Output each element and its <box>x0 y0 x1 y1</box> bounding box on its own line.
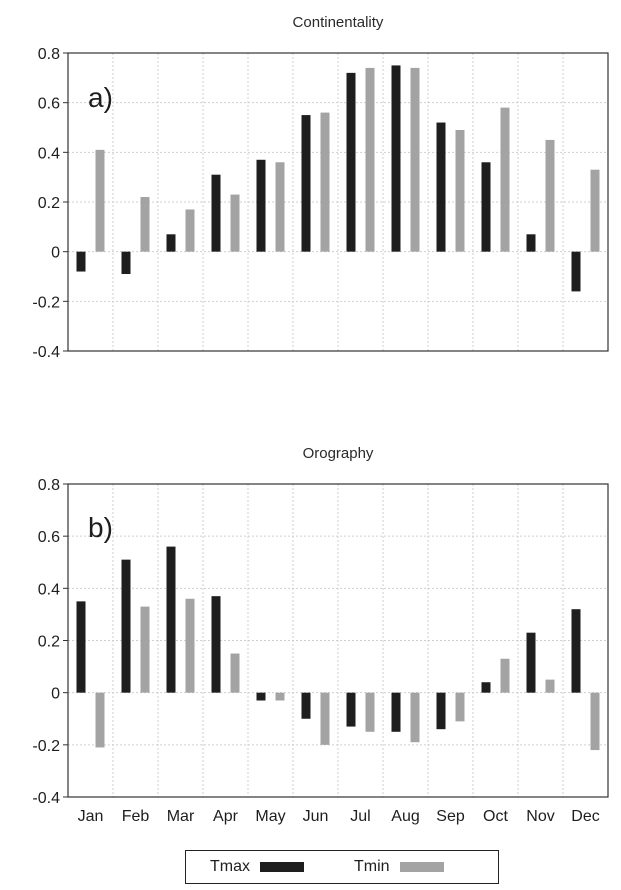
bar-tmin-may <box>275 162 285 252</box>
x-tick-label: Nov <box>526 808 554 825</box>
y-tick-label: 0.4 <box>38 145 60 162</box>
panel-label-b: b) <box>88 512 113 543</box>
y-tick-label: 0.2 <box>38 195 60 212</box>
bar-tmin-feb <box>140 606 150 693</box>
x-tick-label: Mar <box>167 808 195 825</box>
bar-tmin-jun <box>320 112 330 252</box>
bar-tmax-feb <box>121 251 131 275</box>
bar-tmin-jul <box>365 692 375 732</box>
legend-item-tmin: Tmin <box>354 851 444 883</box>
bar-tmin-sep <box>455 692 465 722</box>
chart-title-a: Continentality <box>293 14 384 31</box>
y-tick-label: 0.4 <box>38 581 60 598</box>
bar-tmin-aug <box>410 67 420 252</box>
y-tick-label: -0.2 <box>32 738 60 755</box>
bar-tmax-jul <box>346 72 356 252</box>
x-tick-label: May <box>255 808 285 825</box>
bar-tmax-jan <box>76 251 86 272</box>
legend-label-tmax: Tmax <box>210 858 250 875</box>
bar-tmax-nov <box>526 234 536 252</box>
bar-tmax-apr <box>211 174 221 252</box>
legend-swatch-tmin <box>399 862 444 872</box>
legend-label-tmin: Tmin <box>354 858 390 875</box>
bar-tmax-mar <box>166 546 176 693</box>
legend: Tmax Tmin <box>185 850 499 884</box>
x-tick-label: Aug <box>391 808 419 825</box>
bar-tmax-apr <box>211 596 221 693</box>
x-tick-label: Oct <box>483 808 508 825</box>
bar-tmin-mar <box>185 209 195 252</box>
bar-tmax-sep <box>436 692 446 730</box>
bar-tmax-dec <box>571 251 581 292</box>
chart-panel-b: Orography -0.4 -0.2 0 0.2 0.4 0.6 0.8 Jan Feb Mar A… <box>32 445 609 825</box>
bar-tmin-feb <box>140 197 150 252</box>
legend-swatch-tmax <box>260 862 304 872</box>
y-tick-label: 0.8 <box>38 46 60 63</box>
plot-frame-a <box>67 52 609 352</box>
panel-label-a: a) <box>88 82 113 113</box>
plot-frame-b <box>67 483 609 798</box>
bar-tmax-jun <box>301 692 311 719</box>
bar-tmin-mar <box>185 598 195 693</box>
bar-tmax-jul <box>346 692 356 727</box>
y-tick-label: 0.6 <box>38 96 60 113</box>
y-tick-label: 0.6 <box>38 529 60 546</box>
y-tick-label: -0.4 <box>32 790 60 807</box>
bar-tmax-may <box>256 159 266 252</box>
bar-tmax-oct <box>481 682 491 693</box>
x-tick-label: Apr <box>213 808 239 825</box>
y-tick-label: -0.4 <box>32 344 60 361</box>
bar-tmin-sep <box>455 129 465 252</box>
bar-tmax-oct <box>481 162 491 252</box>
bar-tmin-dec <box>590 692 600 751</box>
bar-tmin-apr <box>230 653 240 693</box>
bar-tmax-may <box>256 692 266 701</box>
bar-tmax-dec <box>571 609 581 693</box>
x-tick-label: Sep <box>436 808 465 825</box>
bar-tmin-jan <box>95 149 105 252</box>
bar-tmax-sep <box>436 122 446 252</box>
bar-tmin-dec <box>590 169 600 252</box>
y-tick-label: 0 <box>51 245 60 262</box>
bar-tmin-nov <box>545 139 555 252</box>
bar-tmin-aug <box>410 692 420 743</box>
bar-tmin-apr <box>230 194 240 252</box>
y-tick-label: 0.2 <box>38 634 60 651</box>
bar-tmin-jan <box>95 692 105 748</box>
x-tick-label: Jan <box>78 808 104 825</box>
bar-tmin-oct <box>500 658 510 693</box>
bar-tmax-jan <box>76 601 86 693</box>
chart-title-b: Orography <box>303 445 374 462</box>
x-tick-label: Feb <box>122 808 150 825</box>
bar-tmax-feb <box>121 559 131 693</box>
x-tick-label: Dec <box>571 808 599 825</box>
bar-tmin-jul <box>365 67 375 252</box>
chart-panel-a: Continentality -0.4 -0.2 0 0.2 0.4 0.6 0.8 a) <box>32 14 609 361</box>
bar-tmin-may <box>275 692 285 701</box>
y-tick-label: 0 <box>51 686 60 703</box>
bar-tmin-oct <box>500 107 510 252</box>
bar-tmin-nov <box>545 679 555 693</box>
x-tick-label: Jun <box>303 808 329 825</box>
bar-tmax-mar <box>166 234 176 252</box>
legend-item-tmax: Tmax <box>210 851 304 883</box>
bar-tmin-jun <box>320 692 330 745</box>
bar-tmax-nov <box>526 632 536 693</box>
bar-tmax-aug <box>391 692 401 732</box>
bar-tmax-jun <box>301 115 311 252</box>
bar-tmax-aug <box>391 65 401 252</box>
x-tick-label: Jul <box>350 808 370 825</box>
y-tick-label: 0.8 <box>38 477 60 494</box>
y-tick-label: -0.2 <box>32 294 60 311</box>
